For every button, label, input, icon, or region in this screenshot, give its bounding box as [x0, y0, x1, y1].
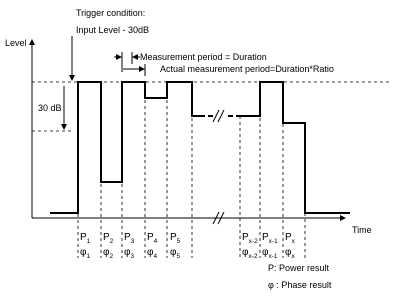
symbol: P	[170, 232, 177, 243]
subscript: x-1	[268, 253, 277, 260]
signal	[240, 81, 350, 214]
subscript: 1	[86, 253, 90, 260]
subscript: 3	[130, 253, 134, 260]
phase-label: φx-2	[242, 247, 258, 260]
subscript: x-1	[269, 238, 278, 245]
phase-label: φ5	[170, 247, 180, 260]
legend-power: P: Power result	[268, 263, 330, 273]
symbol: φ	[285, 247, 292, 258]
period-label: Actual measurement period=Duration*Ratio	[160, 64, 334, 74]
phase-label: φ2	[103, 247, 113, 260]
subscript: x	[291, 253, 295, 260]
symbol: φ	[242, 247, 249, 258]
level-drop-label: 30 dB	[38, 103, 62, 113]
trigger-text: Trigger condition:	[76, 8, 145, 18]
subscript: x-2	[248, 253, 257, 260]
symbol: P	[242, 232, 249, 243]
phase-label: φ3	[124, 247, 134, 260]
trigger-text: Input Level - 30dB	[76, 25, 149, 35]
power-label: P5	[170, 232, 181, 245]
period-label: Measurement period = Duration	[140, 52, 267, 62]
slot-dividers	[77, 82, 306, 258]
subscript: 2	[109, 253, 113, 260]
break-marks	[212, 109, 225, 225]
power-label: P4	[147, 232, 158, 245]
symbol: φ	[103, 247, 110, 258]
phase-label: φx	[285, 247, 295, 260]
phase-label: φ4	[147, 247, 157, 260]
symbol: φ	[147, 247, 154, 258]
power-label: P3	[124, 232, 135, 245]
symbol: φ	[80, 247, 87, 258]
symbol: P	[285, 232, 292, 243]
legend-phase: φ : Phase result	[268, 280, 332, 290]
phase-label: φ1	[80, 247, 90, 260]
subscript: 5	[177, 238, 181, 245]
signal	[50, 81, 200, 214]
symbol: φ	[124, 247, 131, 258]
power-label: Px-1	[262, 232, 278, 245]
symbol: P	[80, 232, 87, 243]
subscript: 2	[110, 238, 114, 245]
subscript: 3	[131, 238, 135, 245]
symbol: P	[103, 232, 110, 243]
phase-label: φx-1	[262, 247, 278, 260]
subscript: x-2	[249, 238, 258, 245]
subscript: x	[292, 238, 296, 245]
subscript: 5	[176, 253, 180, 260]
x-axis-label: Time	[352, 225, 372, 235]
symbol: φ	[170, 247, 177, 258]
subscript: 4	[154, 238, 158, 245]
subscript: 1	[87, 238, 91, 245]
symbol: φ	[262, 247, 269, 258]
power-label: Px-2	[242, 232, 258, 245]
power-label: P2	[103, 232, 114, 245]
power-label: P1	[80, 232, 91, 245]
power-label: Px	[285, 232, 296, 245]
symbol: P	[262, 232, 269, 243]
y-axis-label: Level	[5, 38, 27, 48]
symbol: P	[147, 232, 154, 243]
symbol: P	[124, 232, 131, 243]
subscript: 4	[153, 253, 157, 260]
